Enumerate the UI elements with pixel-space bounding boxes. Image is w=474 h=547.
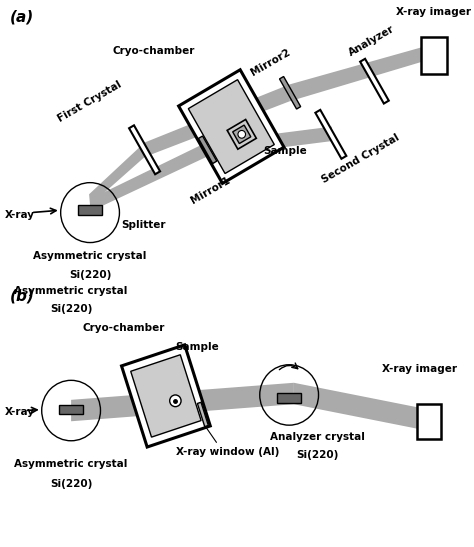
Bar (421, 37, 447, 74)
Bar (315, 110, 346, 159)
Text: Second Crystal: Second Crystal (319, 132, 401, 185)
Polygon shape (89, 143, 145, 205)
Bar (131, 355, 201, 437)
Bar (188, 80, 274, 173)
Text: X-ray: X-ray (5, 406, 35, 416)
Bar (417, 404, 441, 439)
Text: Asymmetric crystal: Asymmetric crystal (33, 251, 147, 261)
Text: Si(220): Si(220) (69, 270, 111, 281)
Polygon shape (206, 126, 332, 157)
Text: Analyzer: Analyzer (347, 24, 397, 58)
Polygon shape (90, 143, 206, 212)
Bar (199, 136, 217, 164)
Bar (280, 77, 301, 109)
Bar (227, 119, 256, 149)
Polygon shape (289, 46, 427, 102)
Text: Si(220): Si(220) (50, 479, 92, 488)
Text: X-ray imager: X-ray imager (382, 364, 457, 374)
Text: Cryo-chamber: Cryo-chamber (113, 46, 195, 56)
Bar (197, 402, 209, 427)
Circle shape (238, 130, 246, 138)
Bar (233, 125, 251, 143)
Bar (59, 405, 83, 415)
Text: Si(220): Si(220) (296, 450, 339, 461)
Text: First Crystal: First Crystal (56, 79, 124, 124)
Text: (b): (b) (9, 289, 34, 304)
Polygon shape (71, 383, 294, 421)
Text: Mirror2: Mirror2 (249, 48, 292, 78)
Polygon shape (294, 383, 429, 431)
Text: X-ray imager: X-ray imager (396, 7, 471, 17)
Circle shape (170, 395, 181, 406)
Text: Mirror1: Mirror1 (190, 175, 232, 206)
Text: Cryo-chamber: Cryo-chamber (82, 323, 164, 333)
Text: X-ray: X-ray (5, 210, 35, 220)
Text: Splitter: Splitter (121, 220, 165, 230)
Bar (121, 345, 210, 447)
Bar (277, 393, 301, 403)
Text: (a): (a) (9, 10, 34, 25)
Polygon shape (145, 85, 289, 157)
Text: Sample: Sample (263, 146, 307, 156)
Text: Asymmetric crystal: Asymmetric crystal (14, 459, 128, 469)
Text: Analyzer crystal: Analyzer crystal (270, 432, 365, 443)
Bar (179, 70, 284, 183)
Text: Si(220): Si(220) (50, 304, 92, 314)
Bar (360, 59, 389, 103)
Bar (78, 205, 102, 216)
Text: X-ray window (Al): X-ray window (Al) (176, 447, 279, 457)
Bar (129, 125, 160, 174)
Text: Sample: Sample (175, 342, 219, 352)
Text: Asymmetric crystal: Asymmetric crystal (14, 286, 128, 296)
